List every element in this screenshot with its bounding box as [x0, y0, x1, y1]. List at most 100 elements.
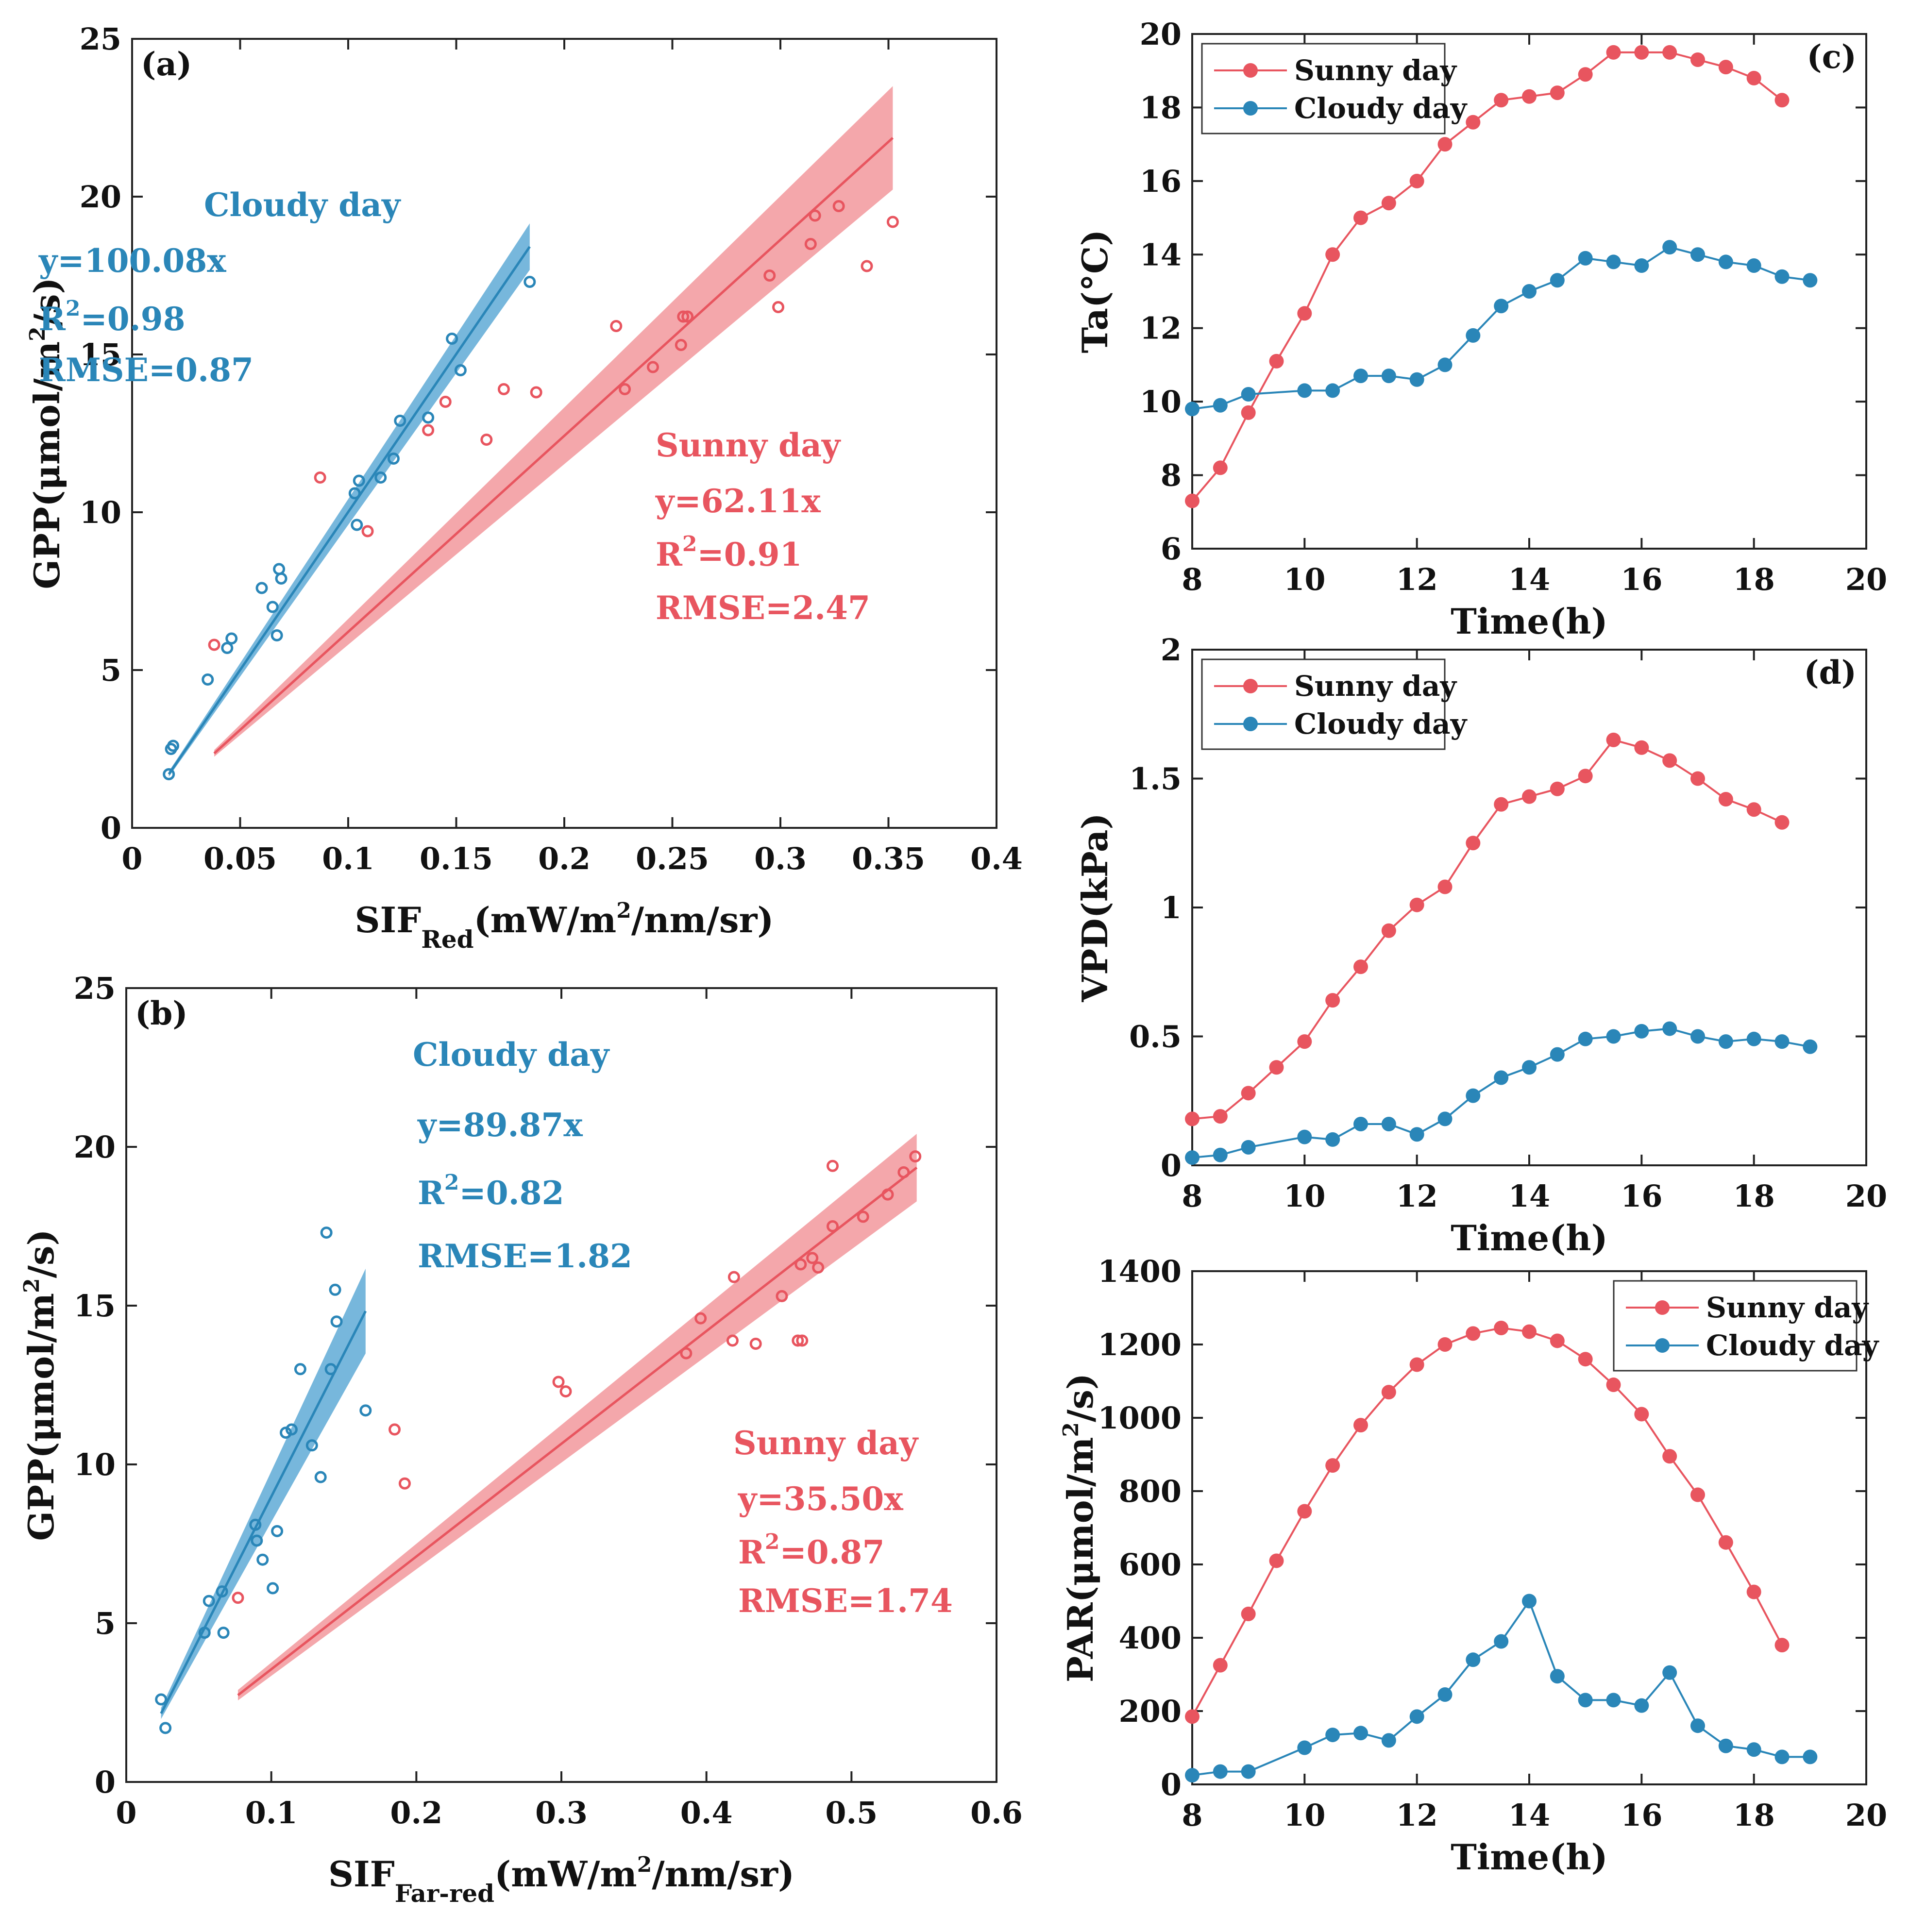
sunny-series-point	[1381, 196, 1396, 211]
sunny-series-point	[1213, 460, 1228, 475]
cloudy-series-line	[1192, 1027, 1810, 1159]
cloudy-point	[155, 1693, 168, 1706]
x-tick-label: 14	[1508, 1798, 1550, 1833]
x-tick-label: 0.25	[636, 841, 709, 876]
cloudy-point	[270, 629, 283, 641]
cloudy-series-point	[1381, 1733, 1396, 1748]
sunny-point	[909, 1150, 922, 1163]
sunny-confidence-band	[214, 86, 893, 757]
sunny-annotation-rmse: RMSE=2.47	[656, 589, 870, 627]
y-tick-label: 1.5	[1129, 761, 1182, 797]
sunny-series-point	[1606, 732, 1621, 747]
cloudy-series-point	[1466, 328, 1481, 343]
x-tick-label: 0.4	[680, 1795, 733, 1831]
sunny-annotation-title: Sunny day	[733, 1424, 919, 1462]
sunny-series-point	[1437, 1337, 1453, 1352]
sunny-series-point	[1297, 306, 1312, 321]
cloudy-point	[225, 632, 238, 645]
sunny-series-point	[1522, 1324, 1537, 1339]
y-axis-label: VPD(kPa)	[1074, 813, 1115, 1002]
sunny-series-point	[1690, 1487, 1705, 1502]
chart-panel-3: 8 10 12 14 16 18 20 0 0.5 1 1.5 2 (d) Time(h) VPD(kPa)…	[1074, 632, 1887, 1259]
chart-panel-0: 0 0.05 0.1 0.15 0.2 0.25 0.3 0.35 0.4 0 5 10 15 20 25 (…	[25, 21, 1023, 954]
cloudy-series-point	[1494, 299, 1509, 314]
y-axis-label: GPP(μmol/m2/s)	[25, 277, 68, 589]
sunny-point	[827, 1220, 839, 1232]
sunny-series-point	[1606, 45, 1621, 60]
cloudy-series-point	[1241, 387, 1256, 402]
sunny-point	[794, 1258, 807, 1271]
cloudy-point	[374, 471, 387, 484]
cloudy-point	[163, 768, 175, 780]
sunny-point	[398, 1477, 411, 1490]
y-tick-label: 14	[1140, 237, 1182, 272]
cloudy-series-point	[1606, 1693, 1621, 1708]
cloudy-series-point	[1662, 1021, 1677, 1036]
sunny-series-point	[1550, 781, 1565, 796]
sunny-series-point	[1634, 1407, 1649, 1422]
cloudy-series-point	[1606, 1029, 1621, 1044]
sunny-series-point	[1494, 93, 1509, 108]
sunny-point	[559, 1385, 572, 1398]
x-tick-label: 14	[1508, 562, 1550, 597]
cloudy-fit-line	[168, 246, 531, 775]
sunny-series-point	[1522, 89, 1537, 104]
cloudy-point	[394, 415, 406, 427]
sunny-series-point	[1297, 1504, 1312, 1519]
sunny-point	[763, 269, 776, 282]
cloudy-series-point	[1325, 1728, 1340, 1743]
sunny-point	[422, 424, 435, 437]
cloudy-point	[251, 1534, 263, 1547]
sunny-series-point	[1185, 493, 1199, 508]
cloudy-series-point	[1185, 1768, 1199, 1783]
cloudy-series-point	[1353, 1726, 1368, 1741]
chart-panel-2: 8 10 12 14 16 18 2068101214161820(c)Time(h)Ta(…	[1074, 17, 1887, 642]
sunny-series-point	[1662, 753, 1677, 768]
cloudy-series-point	[1437, 357, 1453, 372]
sunny-point	[749, 1337, 762, 1350]
cloudy-series-point	[1690, 247, 1705, 262]
x-axis-label: Time(h)	[1451, 601, 1607, 642]
cloudy-point	[351, 519, 363, 531]
cloudy-annotation-equation: y=100.08x	[38, 242, 226, 280]
y-tick-label: 5	[95, 1606, 116, 1641]
cloudy-point	[330, 1315, 343, 1328]
sunny-series-point	[1774, 815, 1790, 830]
sunny-annotation-rmse: RMSE=1.74	[738, 1582, 953, 1620]
x-tick-label: 12	[1396, 562, 1438, 597]
cloudy-point	[294, 1363, 306, 1376]
cloudy-confidence-band	[161, 1268, 366, 1719]
sunny-series-point	[1409, 897, 1424, 912]
sunny-series-point	[1409, 173, 1424, 188]
y-tick-label: 15	[74, 1288, 116, 1324]
sunny-point	[680, 1347, 693, 1360]
y-tick-label: 0	[1161, 1148, 1182, 1183]
x-tick-label: 14	[1508, 1178, 1550, 1214]
sunny-point	[208, 638, 220, 651]
sunny-point	[796, 1334, 809, 1347]
legend-cloudy-marker	[1655, 1338, 1670, 1353]
y-tick-label: 1000	[1098, 1400, 1182, 1436]
legend-cloudy-marker	[1243, 717, 1258, 731]
x-tick-label: 12	[1396, 1798, 1438, 1833]
cloudy-series-point	[1690, 1029, 1705, 1044]
sunny-annotation-title: Sunny day	[656, 426, 841, 464]
sunny-series-line	[1192, 739, 1783, 1120]
sunny-point	[646, 361, 659, 373]
y-tick-label: 800	[1119, 1474, 1182, 1509]
sunny-point	[552, 1376, 565, 1388]
y-axis-label: Ta(°C)	[1074, 230, 1115, 353]
x-tick-label: 0.2	[390, 1795, 442, 1831]
y-tick-label: 10	[74, 1447, 116, 1482]
y-tick-label: 10	[80, 495, 121, 530]
sunny-series-point	[1774, 93, 1790, 108]
cloudy-point	[305, 1439, 318, 1452]
cloudy-series-point	[1690, 1718, 1705, 1733]
y-tick-label: 18	[1140, 90, 1182, 125]
cloudy-series-point	[1634, 1698, 1649, 1713]
cloudy-series-point	[1606, 254, 1621, 269]
sunny-annotation-r2: R2=0.91	[656, 532, 802, 573]
cloudy-series-point	[1718, 1034, 1733, 1049]
sunny-point	[530, 386, 542, 399]
x-tick-label: 10	[1284, 1178, 1325, 1214]
